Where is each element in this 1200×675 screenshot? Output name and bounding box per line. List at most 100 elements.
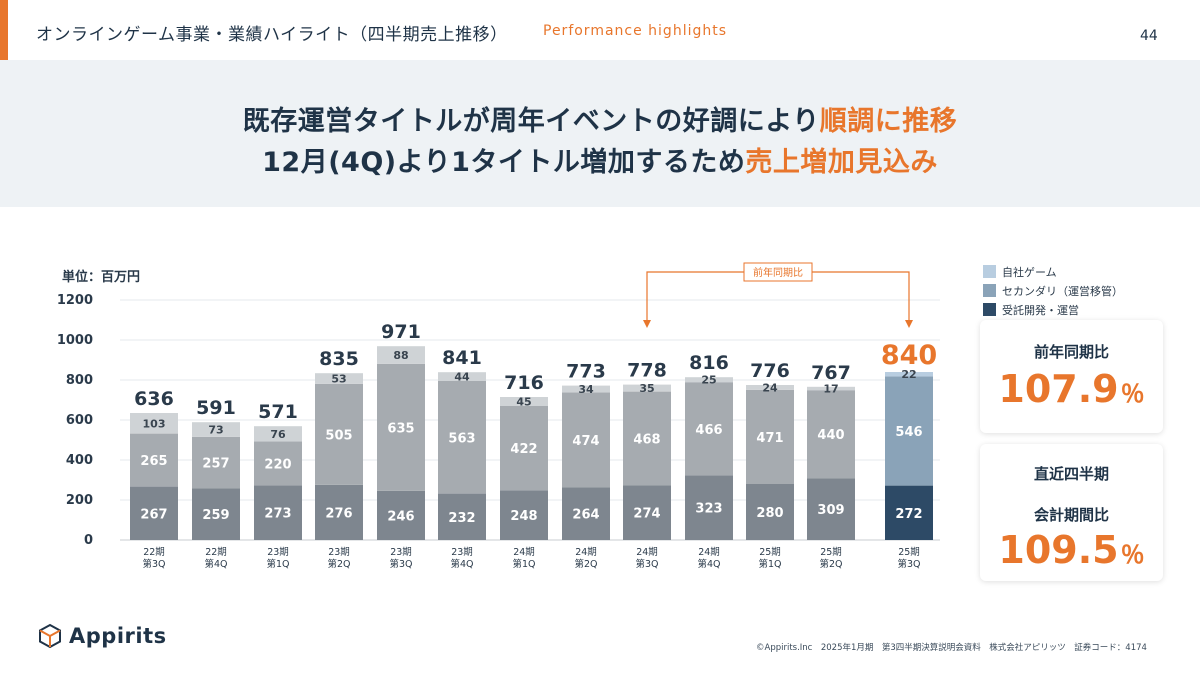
qoq-value: 109.5％	[980, 528, 1163, 572]
y-tick-label: 0	[84, 533, 93, 548]
x-tick-label-period: 22期	[143, 547, 165, 558]
bar-segment-own-games	[885, 372, 933, 377]
header-accent-bar	[0, 0, 8, 60]
bar-total-label: 841	[442, 347, 482, 369]
x-tick-label-period: 23期	[451, 547, 473, 558]
data-label-contract: 267	[140, 507, 167, 522]
legend-item-secondary: セカンダリ（運営移管）	[983, 281, 1123, 300]
headline-line-2-main: 12月(4Q)より1タイトル増加するため	[262, 147, 746, 178]
x-tick-label-quarter: 第1Q	[758, 558, 781, 570]
headline-line-2-highlight: 売上増加見込み	[745, 147, 938, 178]
data-label-own-games: 17	[823, 383, 838, 396]
qoq-label-line-2: 会計期間比	[1033, 506, 1109, 524]
bar-segment-secondary	[623, 391, 671, 486]
bar-segment-contract	[315, 484, 363, 540]
x-tick-label-quarter: 第3Q	[897, 558, 920, 570]
bar-segment-secondary	[192, 436, 240, 489]
legend-item-own-games: 自社ゲーム	[983, 262, 1123, 281]
bar-segment-contract	[254, 485, 302, 540]
x-tick-label-period: 25期	[759, 547, 781, 558]
bar-total-label: 773	[566, 361, 606, 383]
data-label-own-games: 24	[762, 381, 778, 394]
legend-label-secondary: セカンダリ（運営移管）	[1002, 284, 1123, 298]
legend-label-own-games: 自社ゲーム	[1002, 265, 1057, 279]
x-tick-label-period: 24期	[513, 547, 535, 558]
y-tick-label: 1200	[57, 293, 93, 308]
x-tick-label-period: 23期	[390, 547, 412, 558]
data-label-contract: 232	[448, 511, 475, 526]
chart-unit-label: 単位：百万円	[62, 270, 141, 285]
x-tick-label-period: 25期	[898, 547, 920, 558]
bar-segment-secondary	[377, 363, 425, 491]
data-label-secondary: 563	[448, 431, 475, 446]
bar-segment-own-games	[685, 377, 733, 383]
bar-segment-secondary	[685, 382, 733, 476]
page-subtitle: Performance highlights	[543, 23, 728, 39]
yoy-card: 前年同期比 107.9％	[980, 320, 1163, 433]
data-label-secondary: 440	[817, 428, 844, 443]
x-tick-label-period: 23期	[267, 547, 289, 558]
bar-total-label: 778	[627, 360, 667, 382]
bar-segment-secondary	[438, 381, 486, 494]
data-label-own-games: 25	[701, 374, 716, 387]
x-tick-label-quarter: 第3Q	[142, 558, 165, 570]
x-tick-label-period: 22期	[205, 547, 227, 558]
comparison-arrowhead-left	[643, 320, 651, 328]
headline-banner: 既存運営タイトルが周年イベントの好調により順調に推移 12月(4Q)より1タイト…	[0, 60, 1200, 207]
data-label-own-games: 73	[208, 424, 223, 437]
company-logo: Appirits	[37, 623, 167, 649]
data-label-secondary: 474	[572, 434, 599, 449]
x-tick-label-quarter: 第4Q	[450, 558, 473, 570]
bar-total-label: 776	[750, 360, 790, 382]
comparison-label: 前年同期比	[753, 266, 803, 279]
x-tick-label-quarter: 第2Q	[819, 558, 842, 570]
data-label-secondary: 546	[895, 425, 922, 440]
data-label-own-games: 103	[143, 417, 166, 430]
data-label-secondary: 220	[264, 457, 291, 472]
footer-copyright: ©Appirits.Inc 2025年1月期 第3四半期決算説明会資料 株式会社…	[756, 643, 1147, 653]
headline-line-1-main: 既存運営タイトルが周年イベントの好調により	[242, 106, 820, 137]
bar-segment-contract	[438, 493, 486, 540]
data-label-own-games: 44	[454, 371, 470, 384]
data-label-contract: 309	[817, 503, 844, 518]
qoq-unit: ％	[1120, 541, 1145, 569]
data-label-own-games: 35	[639, 382, 654, 395]
comparison-label-box	[743, 262, 813, 282]
data-label-contract: 276	[325, 506, 352, 521]
data-label-contract: 323	[695, 502, 722, 517]
yoy-unit: ％	[1120, 380, 1145, 408]
data-label-own-games: 22	[901, 368, 916, 381]
data-label-secondary: 466	[695, 423, 722, 438]
bar-segment-contract	[746, 484, 794, 540]
qoq-number: 109.5	[998, 528, 1119, 572]
data-label-secondary: 257	[202, 457, 229, 472]
cube-logo-icon	[39, 623, 61, 649]
bar-segment-secondary	[885, 376, 933, 486]
y-tick-label: 600	[66, 413, 93, 428]
yoy-label: 前年同期比	[1033, 343, 1109, 361]
data-label-contract: 248	[510, 509, 537, 524]
bar-segment-contract	[500, 490, 548, 540]
data-label-own-games: 53	[331, 373, 346, 386]
x-tick-label-period: 24期	[698, 547, 720, 558]
bar-total-label: 835	[319, 348, 359, 370]
comparison-arrowhead-right	[905, 320, 913, 328]
x-tick-label-quarter: 第4Q	[697, 558, 720, 570]
data-label-secondary: 468	[633, 432, 660, 447]
headline-line-1-highlight: 順調に推移	[819, 106, 958, 137]
y-tick-label: 400	[66, 453, 93, 468]
yoy-value: 107.9％	[980, 367, 1163, 411]
bar-segment-contract	[562, 487, 610, 540]
yoy-number: 107.9	[998, 367, 1119, 411]
x-tick-label-quarter: 第2Q	[327, 558, 350, 570]
data-label-contract: 259	[202, 508, 229, 523]
data-label-contract: 273	[264, 507, 291, 522]
bar-segment-secondary	[315, 383, 363, 485]
data-label-contract: 264	[572, 508, 599, 523]
bar-total-label: 840	[881, 340, 937, 371]
headline-line-2: 12月(4Q)より1タイトル増加するため売上増加見込み	[0, 140, 1200, 179]
bar-total-label: 591	[196, 397, 236, 419]
bar-segment-own-games	[315, 373, 363, 384]
data-label-contract: 280	[756, 506, 783, 521]
data-label-contract: 272	[895, 507, 922, 522]
